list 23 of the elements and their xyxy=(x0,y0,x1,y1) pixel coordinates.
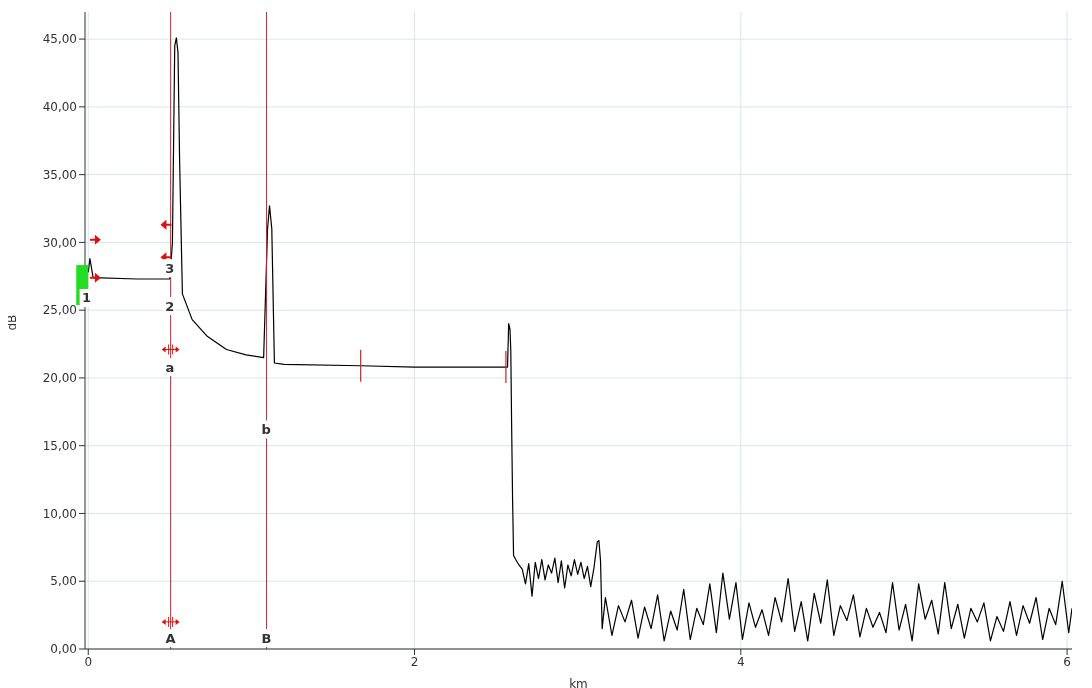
y-tick-label: 15,00 xyxy=(42,438,77,453)
x-tick-label: 4 xyxy=(737,654,745,669)
y-tick-label: 10,00 xyxy=(42,506,77,521)
ref-line-label: A xyxy=(165,630,176,646)
annotation: a xyxy=(165,359,175,375)
y-tick-label: 5,00 xyxy=(50,574,77,589)
y-tick-label: 20,00 xyxy=(42,371,77,386)
ref-line-label: B xyxy=(261,630,272,646)
y-tick-label: 40,00 xyxy=(42,100,77,115)
annotation: 2 xyxy=(165,298,175,314)
x-axis-title: km xyxy=(569,677,588,688)
y-tick-label: 45,00 xyxy=(42,32,77,47)
x-tick-label: 0 xyxy=(84,654,93,669)
y-tick-label: 35,00 xyxy=(42,167,77,182)
annotation: b xyxy=(261,421,271,437)
annotation: 1 xyxy=(82,290,92,306)
annotation: 3 xyxy=(165,260,175,276)
y-tick-label: 30,00 xyxy=(42,235,77,250)
y-tick-label: 25,00 xyxy=(42,303,77,318)
y-tick-label: 0,00 xyxy=(50,642,77,657)
x-tick-label: 6 xyxy=(1063,654,1071,669)
y-axis-title: dB xyxy=(5,314,20,331)
x-tick-label: 2 xyxy=(410,654,419,669)
